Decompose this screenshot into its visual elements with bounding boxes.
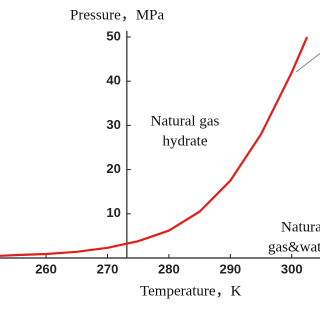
y-tick-label: 10 [106,205,120,220]
region-label: Natural [281,219,320,235]
region-label: hydrate [163,133,208,149]
x-tick-label: 300 [281,261,303,276]
y-axis-title: Pressure，MPa [70,7,165,23]
x-tick-label: 260 [35,261,57,276]
y-tick-label: 20 [106,161,120,176]
y-tick-label: 30 [106,117,120,132]
x-axis-title: Temperature，K [140,283,242,299]
region-label: Natural gas [151,113,220,129]
x-tick-label: 290 [219,261,241,276]
curve [0,36,309,257]
region-label: gas&water [268,239,320,255]
x-tick-label: 270 [97,261,119,276]
x-tick-label: 280 [158,261,180,276]
y-tick-label: 50 [106,28,120,43]
extension-line [295,52,320,73]
y-tick-label: 40 [106,73,120,88]
